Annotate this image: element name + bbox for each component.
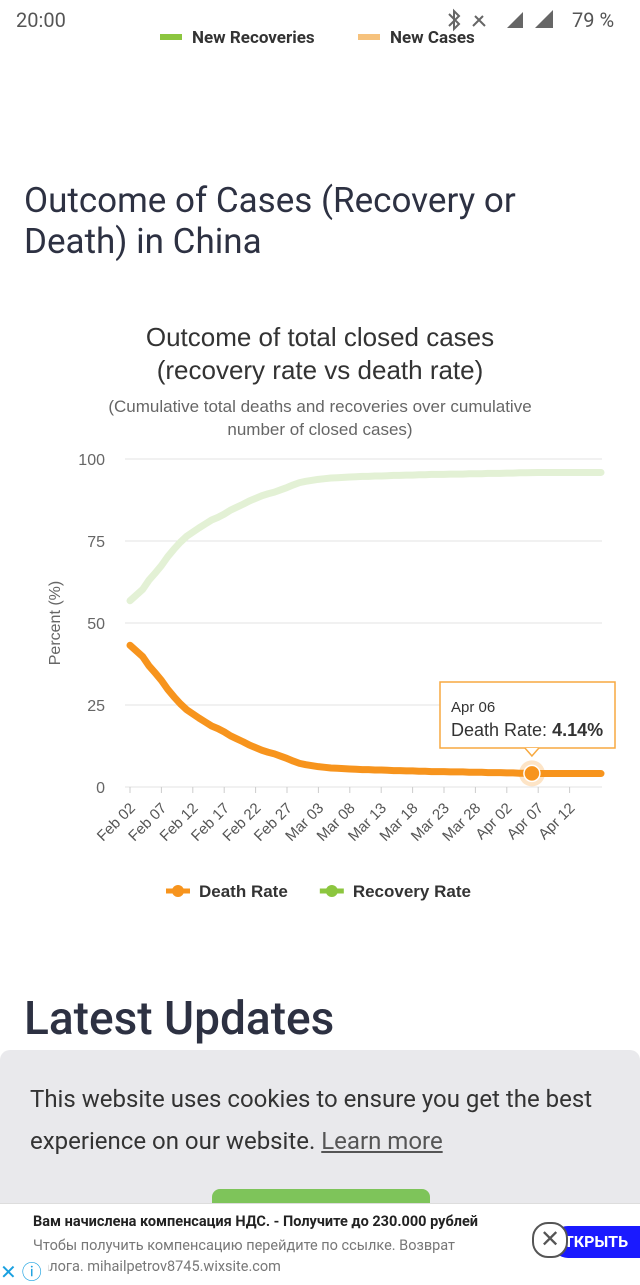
highlight-dot xyxy=(523,764,541,783)
y-axis-label: Percent (%) xyxy=(47,581,64,665)
legend-dot xyxy=(325,885,338,897)
ad-close[interactable]: ✕ xyxy=(532,1222,568,1258)
chart-subtitle: number of closed cases) xyxy=(227,420,412,439)
ad-body: Чтобы получить компенсацию перейдите по … xyxy=(33,1237,456,1275)
y-tick-label: 50 xyxy=(87,616,105,633)
chart: Outcome of total closed cases(recovery r… xyxy=(47,322,616,901)
latest-heading: Latest Updates xyxy=(24,992,335,1046)
ad-choices[interactable]: ✕ ⓘ xyxy=(0,1256,48,1284)
legend-dot xyxy=(172,885,184,897)
section-heading: Outcome of Cases (Recovery or Death) in … xyxy=(24,180,516,262)
ad-title: Вам начислена компенсация НДС. - Получит… xyxy=(33,1213,479,1230)
status-icons xyxy=(448,8,553,32)
tooltip-pointer xyxy=(524,747,540,758)
learn-more[interactable]: Learn more xyxy=(321,1127,443,1155)
tooltip-name: Death Rate: xyxy=(451,720,547,740)
prev-legend: New Recoveries New Cases xyxy=(160,28,580,50)
series-line xyxy=(126,641,605,778)
tooltip-box xyxy=(439,681,616,749)
x-tick-label: Apr 12 xyxy=(535,800,578,843)
y-tick-label: 75 xyxy=(87,534,105,551)
tooltip-label: Death Rate: 4.14% xyxy=(451,720,603,740)
tooltip-value: 4.14% xyxy=(552,720,603,740)
y-tick-label: 25 xyxy=(87,698,105,715)
legend-label: Death Rate xyxy=(199,882,288,901)
y-tick-label: 0 xyxy=(96,780,105,797)
tooltip-date: Apr 06 xyxy=(451,699,495,716)
cookie-message: This website uses cookies to ensure you … xyxy=(30,1085,593,1155)
cookie-text: This website uses cookies to ensure you … xyxy=(30,1078,600,1162)
chart-subtitle: (Cumulative total deaths and recoveries … xyxy=(108,397,531,416)
legend-label: Recovery Rate xyxy=(353,882,471,901)
battery: 79 % xyxy=(572,8,615,32)
chart-title: Outcome of total closed cases xyxy=(146,322,494,352)
legend-item: New Cases xyxy=(390,28,475,48)
y-tick-label: 100 xyxy=(78,452,105,469)
legend-item: New Recoveries xyxy=(192,28,315,48)
status-bar: 20:00 79 % xyxy=(0,0,640,40)
time: 20:00 xyxy=(16,8,66,32)
ad-banner: Вам начислена компенсация НДС. - Получит… xyxy=(0,1203,640,1284)
chart-title: (recovery rate vs death rate) xyxy=(157,355,484,385)
series-line xyxy=(126,468,605,605)
